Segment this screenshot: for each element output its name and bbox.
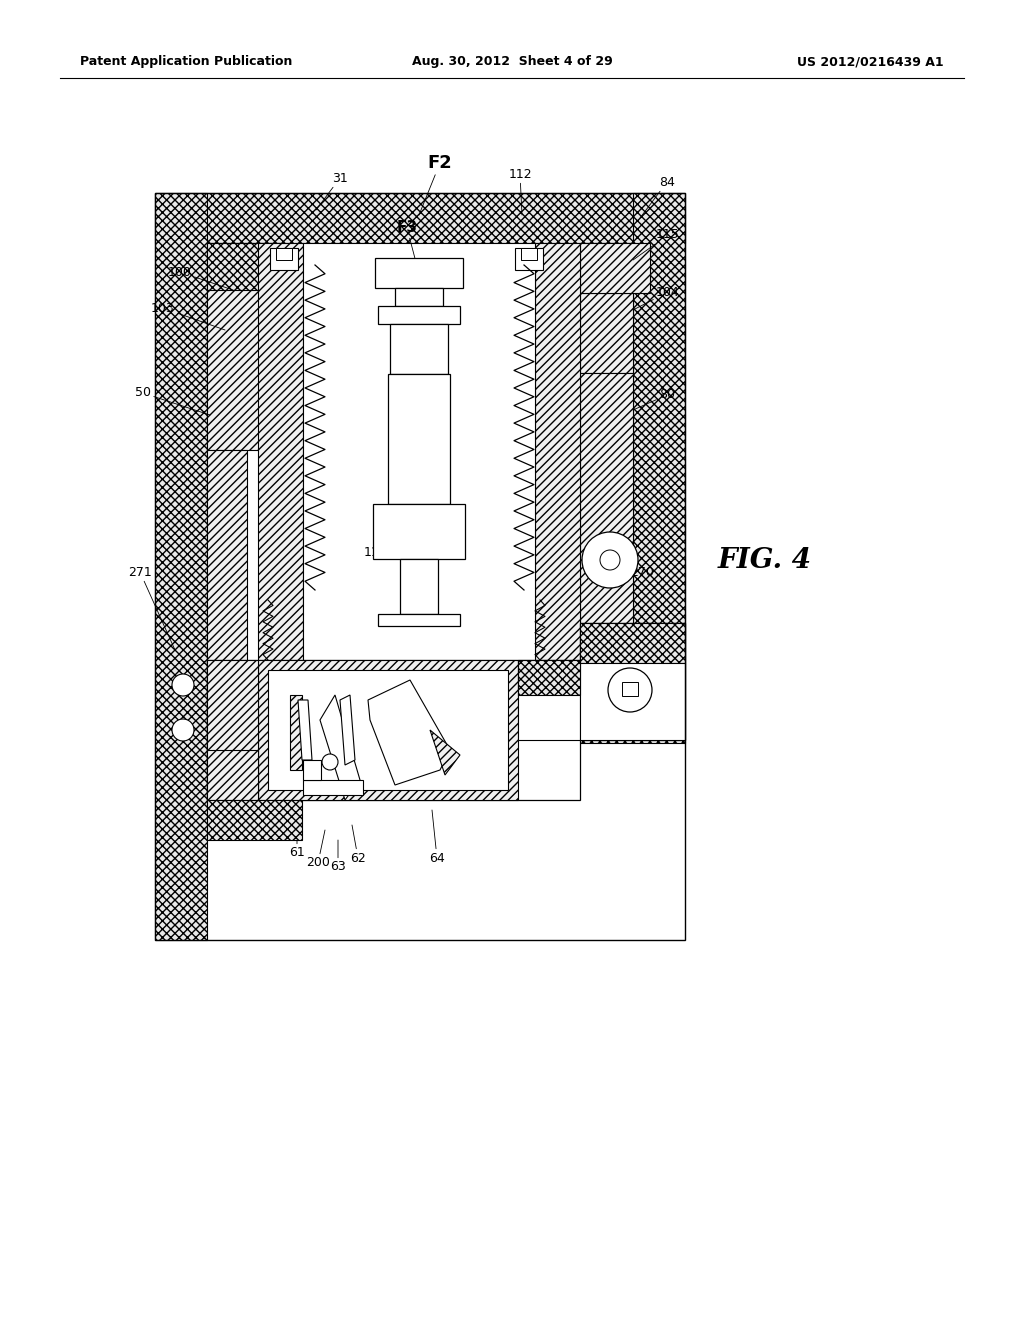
Bar (258, 660, 518, 800)
Bar (400, 558, 438, 614)
Text: 31: 31 (316, 172, 348, 210)
Bar (207, 430, 244, 750)
Circle shape (172, 719, 194, 741)
Bar (207, 660, 580, 800)
Bar (207, 243, 280, 290)
Bar (207, 450, 247, 750)
Bar (207, 660, 258, 800)
Bar (390, 323, 449, 374)
Text: Patent Application Publication: Patent Application Publication (80, 55, 293, 69)
Text: US 2012/0216439 A1: US 2012/0216439 A1 (798, 55, 944, 69)
Bar (622, 682, 638, 696)
Bar (580, 623, 685, 663)
Text: 270: 270 (617, 566, 654, 579)
Text: F3: F3 (396, 220, 418, 271)
Bar (388, 374, 450, 504)
Polygon shape (298, 700, 312, 760)
Bar (515, 248, 543, 271)
Text: 50: 50 (135, 387, 210, 414)
Bar (378, 306, 460, 323)
Text: 100: 100 (168, 265, 233, 290)
Bar (395, 288, 443, 306)
Circle shape (322, 754, 338, 770)
Bar (155, 193, 685, 243)
Text: 84: 84 (640, 176, 675, 218)
Text: 111: 111 (364, 535, 406, 560)
Text: F1: F1 (402, 421, 427, 440)
Circle shape (172, 675, 194, 696)
Text: 64: 64 (429, 810, 444, 865)
Bar (207, 243, 280, 290)
Text: 106: 106 (633, 653, 675, 672)
Polygon shape (290, 696, 302, 770)
Bar (303, 760, 321, 780)
Bar (207, 290, 272, 450)
Circle shape (582, 532, 638, 587)
Polygon shape (319, 696, 360, 800)
Text: Aug. 30, 2012  Sheet 4 of 29: Aug. 30, 2012 Sheet 4 of 29 (412, 55, 612, 69)
Bar (258, 243, 303, 663)
Bar (207, 290, 272, 360)
Text: 103: 103 (152, 301, 225, 330)
Circle shape (600, 550, 620, 570)
Text: 62: 62 (350, 825, 366, 865)
Text: 63: 63 (330, 840, 346, 874)
Bar (580, 374, 633, 623)
Bar (580, 243, 650, 293)
Bar (580, 663, 685, 741)
Bar (521, 248, 537, 260)
Text: 61: 61 (289, 820, 305, 859)
Circle shape (608, 668, 652, 711)
Bar (268, 671, 508, 789)
Bar (633, 193, 685, 623)
Bar (207, 750, 258, 800)
Polygon shape (340, 696, 355, 766)
Bar (155, 193, 207, 940)
Bar (580, 293, 633, 374)
Bar (270, 248, 298, 271)
Text: 271: 271 (128, 565, 175, 649)
Bar (303, 780, 362, 795)
Polygon shape (430, 730, 460, 775)
Bar (518, 660, 580, 696)
Bar (207, 750, 258, 800)
Bar (276, 248, 292, 260)
Bar (207, 360, 258, 430)
Bar (580, 623, 685, 743)
Bar (373, 504, 465, 558)
Text: 80: 80 (633, 388, 675, 411)
Text: 200: 200 (306, 830, 330, 870)
Text: 112: 112 (508, 168, 531, 215)
Text: 115: 115 (633, 228, 680, 260)
Bar (518, 660, 580, 741)
Polygon shape (368, 680, 450, 785)
Bar (303, 243, 535, 663)
Bar (375, 257, 463, 288)
Bar (580, 243, 633, 293)
Text: F2: F2 (419, 154, 453, 215)
Text: FIG. 4: FIG. 4 (718, 546, 812, 573)
Text: 104: 104 (633, 285, 680, 310)
Bar (378, 614, 460, 626)
Bar (155, 193, 685, 940)
Bar (580, 623, 685, 741)
Bar (535, 243, 580, 663)
Bar (207, 800, 302, 840)
